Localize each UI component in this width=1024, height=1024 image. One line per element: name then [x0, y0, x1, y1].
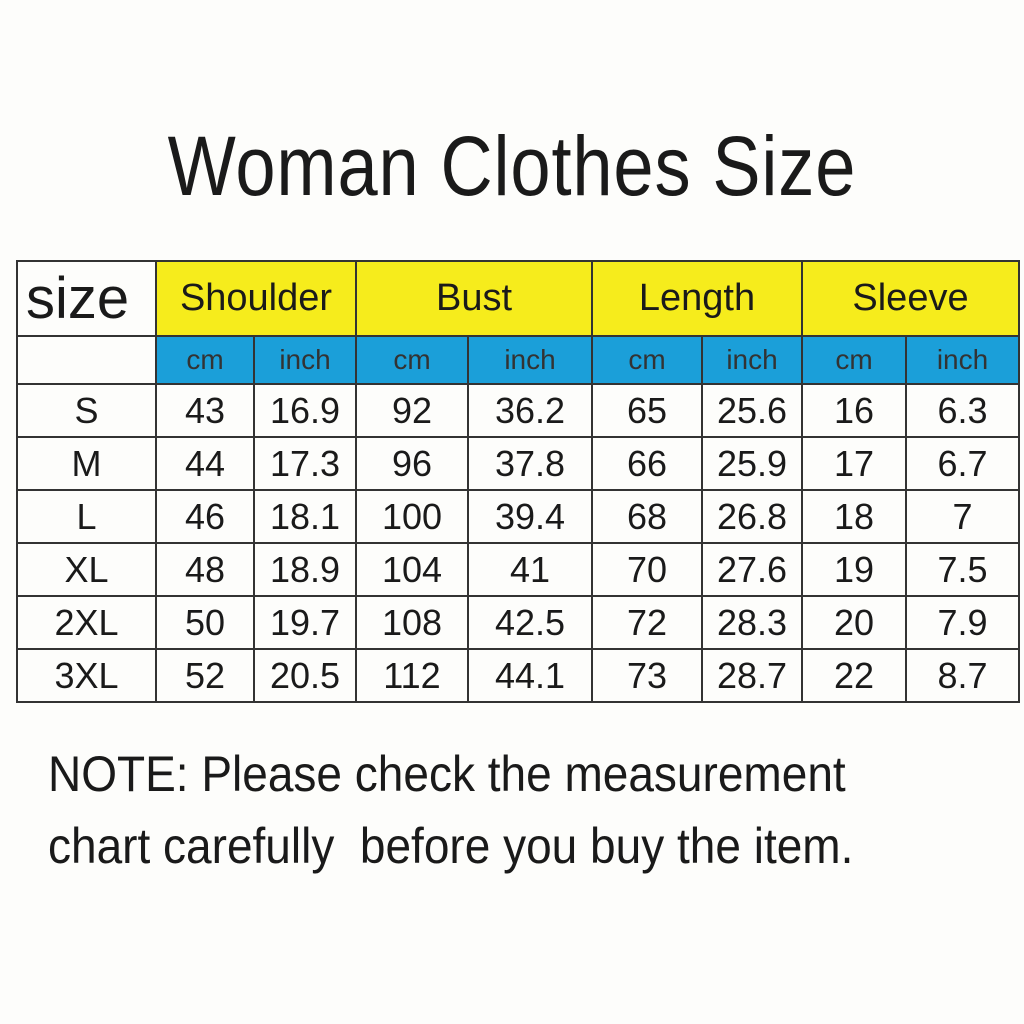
table-row: L 46 18.1 100 39.4 68 26.8 18 7: [16, 489, 1020, 544]
value-cell: 92: [355, 383, 469, 438]
value-cell: 6.3: [905, 383, 1020, 438]
page-title: Woman Clothes Size: [167, 119, 857, 213]
value-cell: 66: [591, 436, 703, 491]
value-cell: 18: [801, 489, 907, 544]
value-cell: 44.1: [467, 648, 593, 703]
value-cell: 19.7: [253, 595, 357, 650]
value-cell: 28.3: [701, 595, 803, 650]
value-cell: 73: [591, 648, 703, 703]
size-cell: M: [16, 436, 157, 491]
value-cell: 27.6: [701, 542, 803, 597]
table-row: 3XL 52 20.5 112 44.1 73 28.7 22 8.7: [16, 648, 1020, 703]
value-cell: 70: [591, 542, 703, 597]
unit-header: inch: [905, 335, 1020, 385]
value-cell: 28.7: [701, 648, 803, 703]
value-cell: 16.9: [253, 383, 357, 438]
size-cell: L: [16, 489, 157, 544]
empty-cell: [16, 335, 157, 385]
value-cell: 20: [801, 595, 907, 650]
unit-header: inch: [253, 335, 357, 385]
value-cell: 37.8: [467, 436, 593, 491]
value-cell: 18.9: [253, 542, 357, 597]
group-header-length: Length: [591, 260, 803, 337]
size-cell: 2XL: [16, 595, 157, 650]
value-cell: 42.5: [467, 595, 593, 650]
value-cell: 39.4: [467, 489, 593, 544]
value-cell: 104: [355, 542, 469, 597]
size-cell: S: [16, 383, 157, 438]
table-row: 2XL 50 19.7 108 42.5 72 28.3 20 7.9: [16, 595, 1020, 650]
unit-header: cm: [591, 335, 703, 385]
table-row: S 43 16.9 92 36.2 65 25.6 16 6.3: [16, 383, 1020, 438]
size-table: size Shoulder Bust Length Sleeve cm inch…: [16, 260, 1020, 703]
value-cell: 36.2: [467, 383, 593, 438]
value-cell: 19: [801, 542, 907, 597]
value-cell: 100: [355, 489, 469, 544]
unit-row: cm inch cm inch cm inch cm inch: [16, 335, 1020, 385]
value-cell: 68: [591, 489, 703, 544]
value-cell: 7.9: [905, 595, 1020, 650]
unit-header: inch: [467, 335, 593, 385]
value-cell: 16: [801, 383, 907, 438]
unit-header: inch: [701, 335, 803, 385]
value-cell: 17.3: [253, 436, 357, 491]
value-cell: 96: [355, 436, 469, 491]
value-cell: 52: [155, 648, 255, 703]
value-cell: 17: [801, 436, 907, 491]
value-cell: 65: [591, 383, 703, 438]
unit-header: cm: [155, 335, 255, 385]
value-cell: 41: [467, 542, 593, 597]
value-cell: 112: [355, 648, 469, 703]
size-header: size: [16, 260, 157, 337]
value-cell: 46: [155, 489, 255, 544]
note-text: NOTE: Please check the measurement chart…: [48, 746, 854, 874]
value-cell: 7.5: [905, 542, 1020, 597]
table-row: XL 48 18.9 104 41 70 27.6 19 7.5: [16, 542, 1020, 597]
group-header-bust: Bust: [355, 260, 593, 337]
unit-header: cm: [801, 335, 907, 385]
value-cell: 7: [905, 489, 1020, 544]
group-header-shoulder: Shoulder: [155, 260, 357, 337]
value-cell: 20.5: [253, 648, 357, 703]
size-cell: XL: [16, 542, 157, 597]
value-cell: 18.1: [253, 489, 357, 544]
unit-header: cm: [355, 335, 469, 385]
value-cell: 25.9: [701, 436, 803, 491]
table-row: M 44 17.3 96 37.8 66 25.9 17 6.7: [16, 436, 1020, 491]
value-cell: 108: [355, 595, 469, 650]
value-cell: 44: [155, 436, 255, 491]
size-cell: 3XL: [16, 648, 157, 703]
value-cell: 50: [155, 595, 255, 650]
value-cell: 72: [591, 595, 703, 650]
value-cell: 43: [155, 383, 255, 438]
value-cell: 25.6: [701, 383, 803, 438]
header-row: size Shoulder Bust Length Sleeve: [16, 260, 1020, 337]
value-cell: 6.7: [905, 436, 1020, 491]
value-cell: 48: [155, 542, 255, 597]
value-cell: 8.7: [905, 648, 1020, 703]
value-cell: 26.8: [701, 489, 803, 544]
value-cell: 22: [801, 648, 907, 703]
group-header-sleeve: Sleeve: [801, 260, 1020, 337]
